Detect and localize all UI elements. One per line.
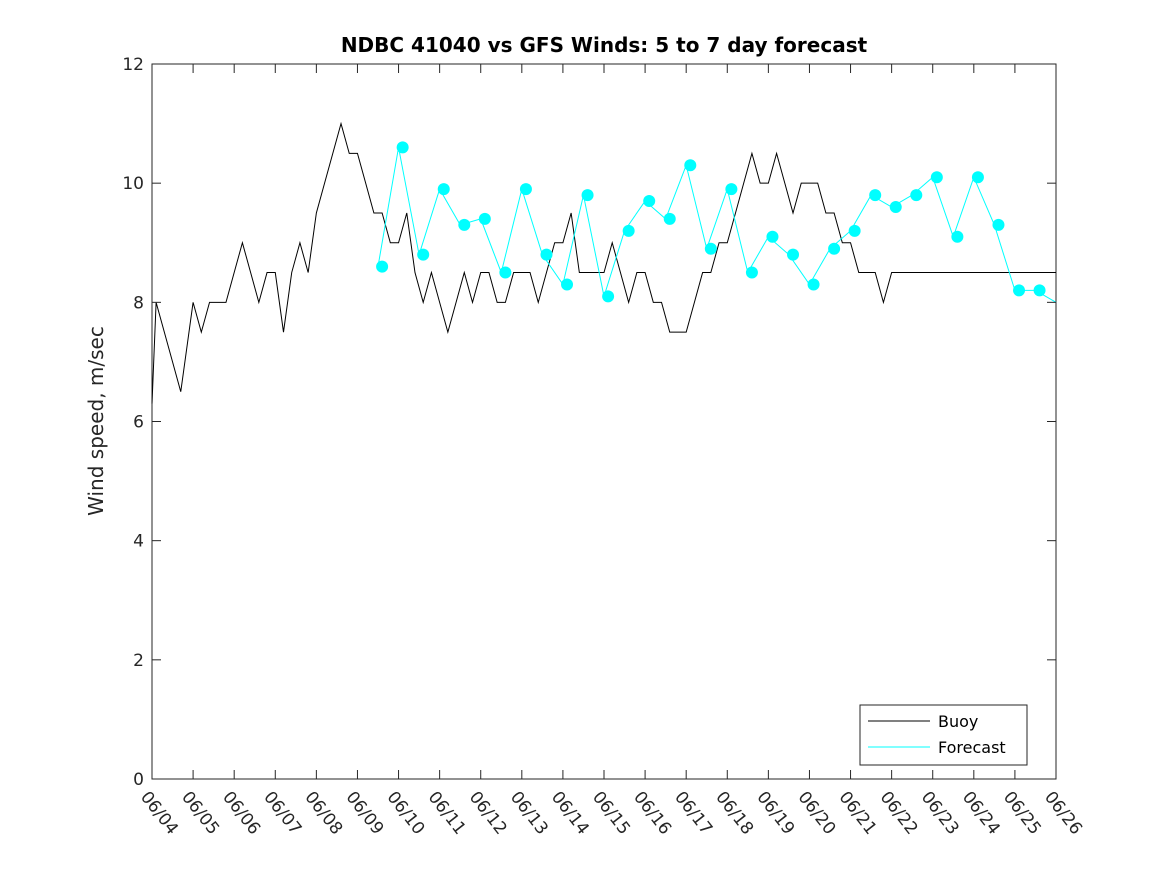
forecast-marker [766, 230, 779, 243]
x-tick-label: 06/12 [465, 788, 511, 839]
x-tick-label: 06/11 [424, 788, 470, 839]
y-tick-label: 6 [133, 413, 144, 433]
y-tick-label: 8 [133, 293, 144, 313]
forecast-marker [643, 195, 656, 208]
forecast-marker [828, 242, 841, 255]
forecast-marker [581, 189, 594, 202]
legend-buoy-label: Buoy [938, 712, 978, 731]
forecast-marker [992, 218, 1005, 231]
forecast-marker [622, 224, 635, 237]
forecast-marker [869, 189, 882, 202]
y-tick-label: 4 [133, 532, 144, 552]
forecast-marker [602, 290, 615, 303]
x-tick-label: 06/07 [259, 788, 305, 839]
x-tick-label: 06/06 [218, 788, 264, 839]
x-tick-label: 06/16 [629, 788, 675, 839]
forecast-marker [437, 183, 450, 196]
legend-box [859, 704, 1028, 766]
x-tick-label: 06/22 [876, 788, 922, 839]
y-tick-label: 2 [133, 651, 144, 671]
forecast-marker [519, 183, 532, 196]
forecast-marker [499, 266, 512, 279]
x-tick-label: 06/15 [588, 788, 634, 839]
y-axis-label: Wind speed, m/sec [84, 326, 108, 516]
x-tick-label: 06/09 [342, 788, 388, 839]
forecast-marker [951, 230, 964, 243]
x-tick-label: 06/23 [917, 788, 963, 839]
x-tick-label: 06/24 [958, 788, 1004, 839]
y-tick-label: 10 [122, 174, 144, 194]
legend-forecast-label: Forecast [938, 738, 1006, 757]
x-tick-label: 06/25 [999, 788, 1045, 839]
forecast-marker [684, 159, 697, 172]
x-tick-label: 06/13 [506, 788, 552, 839]
x-tick-label: 06/21 [835, 788, 881, 839]
forecast-marker [1013, 284, 1026, 297]
forecast-marker [396, 141, 409, 154]
buoy-series-line [151, 121, 1056, 404]
forecast-marker [458, 218, 471, 231]
x-tick-label: 06/26 [1040, 788, 1086, 839]
y-tick-label: 12 [122, 55, 144, 75]
x-tick-label: 06/19 [752, 788, 798, 839]
axes-box [151, 63, 1057, 780]
forecast-marker [1033, 284, 1046, 297]
x-tick-label: 06/14 [547, 788, 593, 839]
forecast-marker [971, 171, 984, 184]
forecast-marker [787, 248, 800, 261]
forecast-marker [376, 260, 389, 273]
legend: Buoy Forecast [859, 704, 1028, 766]
forecast-marker [417, 248, 430, 261]
forecast-marker [561, 278, 574, 291]
forecast-marker [725, 183, 738, 196]
x-tick-label: 06/04 [136, 788, 182, 839]
plot-area [151, 63, 1057, 780]
chart-title: NDBC 41040 vs GFS Winds: 5 to 7 day fore… [341, 33, 868, 57]
forecast-marker [807, 278, 820, 291]
forecast-marker [889, 201, 902, 213]
forecast-marker [663, 212, 676, 225]
x-tick-label: 06/20 [794, 788, 840, 839]
forecast-marker [540, 248, 553, 261]
forecast-marker [848, 224, 861, 237]
x-tick-label: 06/08 [300, 788, 346, 839]
forecast-marker [745, 266, 758, 279]
x-tick-label: 06/17 [670, 788, 716, 839]
forecast-marker [930, 171, 943, 184]
x-tick-label: 06/10 [383, 788, 429, 839]
y-tick-label: 0 [133, 770, 144, 790]
forecast-marker [478, 212, 491, 225]
x-tick-label: 06/05 [177, 788, 223, 839]
forecast-series-line [377, 147, 1057, 303]
x-tick-label: 06/18 [711, 788, 757, 839]
forecast-marker [910, 189, 923, 202]
forecast-marker [704, 242, 717, 255]
